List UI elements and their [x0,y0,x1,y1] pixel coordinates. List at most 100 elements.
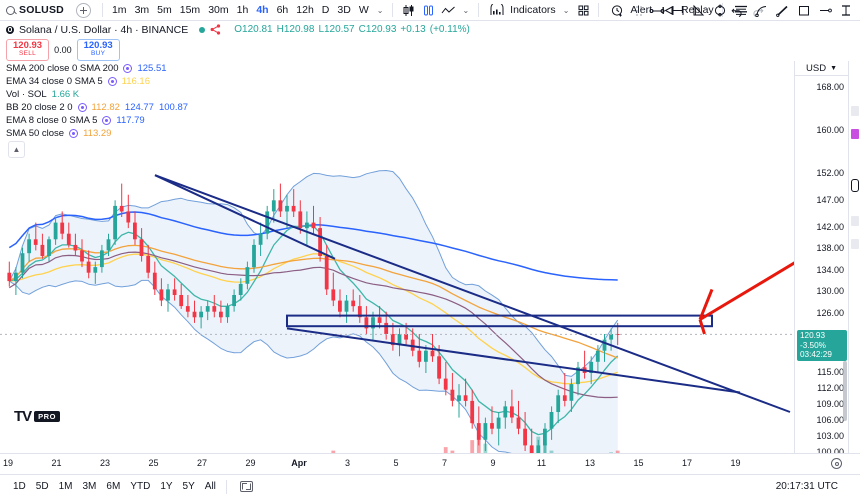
add-symbol-button[interactable] [75,2,91,18]
timeframe-15m[interactable]: 15m [179,3,201,16]
horizontal-ray-icon[interactable] [669,2,687,20]
grip-handle-icon[interactable] [636,5,642,16]
open-label: O [234,24,243,35]
candle-body [351,300,356,307]
price-pane[interactable]: TV PRO [0,61,794,453]
range-1Y[interactable]: 1Y [160,481,173,492]
arc-icon[interactable] [753,2,771,20]
fib-retracement-icon[interactable] [732,2,750,20]
time-axis[interactable]: 19 21 23 25 27 29 Apr 3 5 7 9 11 13 15 17 19 [0,453,860,474]
timeframe-3m[interactable]: 3m [134,3,150,16]
brush-icon[interactable] [774,2,792,20]
timeframe-30m[interactable]: 30m [208,3,229,16]
timeframe-5m[interactable]: 5m [157,3,172,16]
range-5D[interactable]: 5D [35,481,49,492]
undo-arrow-icon[interactable] [729,1,747,19]
right-side-strip[interactable] [848,61,860,453]
candlestick-icon[interactable] [399,1,417,19]
currency-label: USD [806,62,827,74]
trade-panel: 120.93 SELL 0.00 120.93 BUY [0,37,860,61]
toolbar-divider [721,3,723,17]
candle-body [20,253,25,273]
grid-templates-icon[interactable] [574,1,592,19]
timeframe-1m[interactable]: 1m [111,3,127,16]
settings-icon[interactable] [107,77,117,86]
share-icon[interactable] [210,24,221,35]
price-axis-scrollbar[interactable] [843,361,847,421]
currency-selector[interactable]: USD ▼ [795,61,848,76]
range-All[interactable]: All [204,481,216,492]
range-1M[interactable]: 1M [58,481,73,492]
chevron-down-icon[interactable]: ⌄ [562,5,570,15]
range-YTD[interactable]: YTD [130,481,151,492]
sell-button[interactable]: 120.93 SELL [6,39,50,61]
side-strip-marker[interactable] [851,216,859,226]
range-5Y[interactable]: 5Y [182,481,195,492]
status-bar: 1D 5D 1M 3M 6M YTD 1Y 5Y All 20:17:31 UTC [0,474,860,498]
timeframe-12h[interactable]: 12h [296,3,314,16]
legend-value: 100.87 [158,102,189,113]
legend-row[interactable]: EMA 8 close 0 SMA 5 117.79 [6,114,188,127]
timezone-settings-icon[interactable] [831,458,842,469]
measure-icon[interactable] [837,2,855,20]
range-3M[interactable]: 3M [82,481,97,492]
settings-icon[interactable] [123,64,133,73]
candle-body [510,406,514,418]
legend-row[interactable]: SMA 200 close 0 SMA 200 125.51 [6,62,188,75]
range-6M[interactable]: 6M [106,481,121,492]
timeframe-3D[interactable]: 3D [337,3,351,16]
legend-row[interactable]: SMA 50 close 113.29 [6,127,188,140]
time-tick: 17 [681,458,693,468]
candle-body [529,445,534,453]
timeframe-4h[interactable]: 4h [256,3,269,16]
high-value: 120.98 [283,24,315,35]
side-strip-marker[interactable] [851,106,859,116]
line-chart-icon[interactable] [439,1,457,19]
symbol-search-button[interactable]: SOLUSD [4,4,70,16]
triangle-icon[interactable] [690,2,708,20]
alert-button[interactable]: Alert [604,1,655,19]
collapse-pane-button[interactable]: ▲ [8,141,25,158]
timeframe-W[interactable]: W [358,3,369,16]
bar-countdown: 03:42:29 [800,350,832,360]
candle-body [344,300,349,312]
camera-icon[interactable] [239,481,253,492]
rectangle-icon[interactable] [795,2,813,20]
side-strip-marker[interactable] [851,179,859,192]
trendline [154,174,791,413]
chevron-down-icon[interactable]: ⌄ [376,5,384,15]
current-price-badge[interactable]: 120.93 -3.50% 03:42:29 [797,329,847,361]
symbol-title[interactable]: Solana / U.S. Dollar · 4h · BINANCE [19,23,189,36]
open-value: 120.81 [242,24,273,35]
indicators-button[interactable]: Indicators [484,1,559,19]
settings-icon[interactable] [77,103,87,112]
side-strip-marker[interactable] [851,239,859,249]
side-strip-marker[interactable] [851,129,859,139]
buy-button[interactable]: 120.93 BUY [76,39,120,61]
legend-row[interactable]: Vol · SOL 1.66 K [6,88,188,101]
timeframe-6h[interactable]: 6h [276,3,289,16]
settings-icon[interactable] [102,116,112,125]
range-group: 1D 5D 1M 3M 6M YTD 1Y 5Y All [8,481,221,492]
range-1D[interactable]: 1D [13,481,26,492]
timeframe-1h[interactable]: 1h [236,3,249,16]
time-tick: 5 [393,458,399,468]
legend-title: SMA 200 close 0 SMA 200 [6,63,119,74]
settings-icon[interactable] [69,129,79,138]
price-axis[interactable]: USD ▼ 168.00 160.00 152.00 147.00 142.00 138.… [794,61,848,487]
legend-row[interactable]: BB 20 close 2 0 112.82 124.77 100.87 [6,101,188,114]
candle-body [66,233,71,245]
toolbar-divider [598,3,600,17]
bar-chart-icon[interactable] [419,1,437,19]
ellipse-icon[interactable] [711,2,729,20]
chevron-down-icon[interactable]: ⌄ [462,5,470,15]
trend-line-icon[interactable] [648,2,666,20]
chart-canvas[interactable] [0,61,794,453]
timeframe-D[interactable]: D [321,3,330,16]
candle-body [569,384,574,401]
candle-body [364,317,369,329]
arrow-marker-icon[interactable] [816,2,834,20]
legend-title: EMA 34 close 0 SMA 5 [6,76,103,87]
legend-row[interactable]: EMA 34 close 0 SMA 5 116.16 [6,75,188,88]
legend-title: EMA 8 close 0 SMA 5 [6,115,98,126]
